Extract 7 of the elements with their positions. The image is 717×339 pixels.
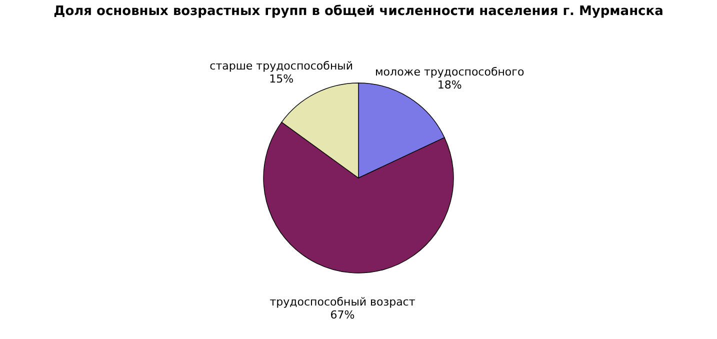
data-label: 67%	[330, 308, 355, 322]
slice-label: трудоспособный возраст	[270, 295, 416, 308]
slice-label: моложе трудоспособного	[375, 65, 524, 78]
slice-label: старше трудоспособный	[210, 60, 353, 73]
data-label: 15%	[269, 72, 294, 86]
chart-title: Доля основных возрастных групп в общей численности населения г. Мурманска	[54, 4, 664, 19]
data-label: 18%	[437, 78, 462, 92]
